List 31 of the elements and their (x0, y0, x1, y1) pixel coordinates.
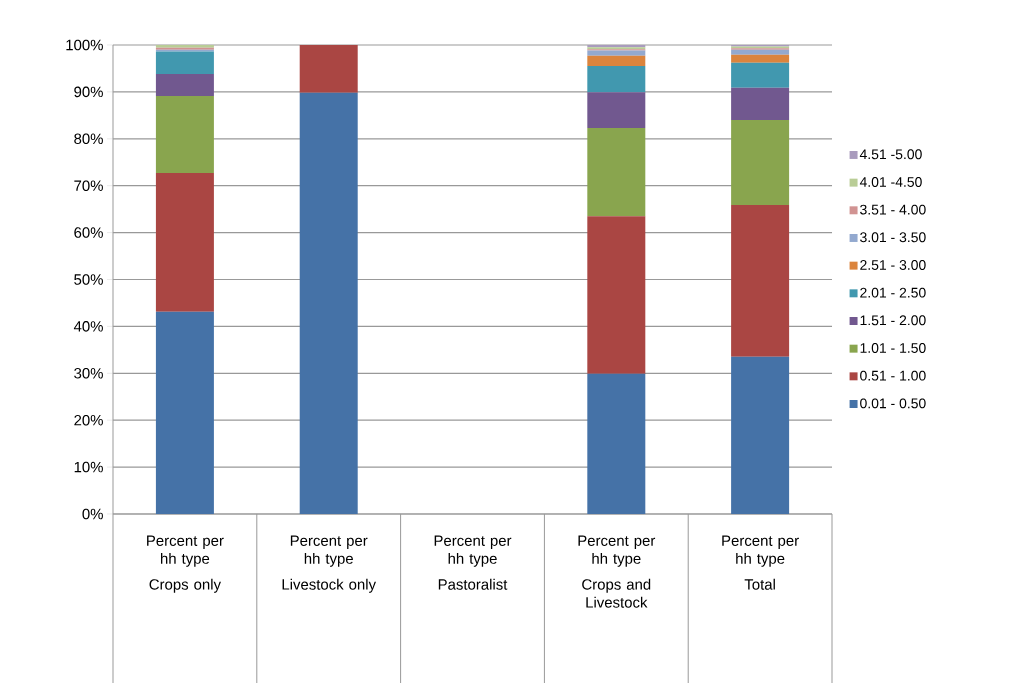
y-tick-label: 10% (74, 461, 103, 473)
legend-label: 0.01 - 0.50 (860, 398, 926, 409)
x-tick-label: Total (744, 578, 775, 590)
x-tick-label: Livestock only (282, 578, 376, 593)
legend-label: 3.51 - 4.00 (860, 204, 926, 215)
y-tick-label: 60% (74, 227, 103, 238)
legend-label: 4.51 -5.00 (859, 149, 922, 160)
legend-label: 4.01 -4.50 (859, 177, 922, 187)
text: Percent per hh type (290, 535, 368, 567)
legend-label: 3.01 - 3.50 (860, 232, 926, 243)
y-tick-label: 90% (74, 86, 103, 98)
text: Percent per hh type (722, 535, 799, 567)
legend-label: 2.51 - 3.00 (860, 260, 926, 270)
text: Percent per hh type (434, 535, 512, 567)
y-tick-label: 40% (73, 321, 103, 332)
y-tick-label: 20% (74, 414, 103, 426)
legend-label: 1.51 - 2.00 (860, 315, 926, 326)
legend-label: 2.01 - 2.50 (860, 287, 926, 298)
legend-label: 1.01 - 1.50 (860, 343, 926, 353)
legend-label: 0.51 - 1.00 (860, 370, 926, 381)
text: Percent per hh type (147, 535, 224, 567)
y-tick-label: 100% (66, 39, 103, 51)
y-tick-label: 0% (82, 508, 103, 520)
y-tick-label: 80% (74, 133, 103, 145)
y-tick-label: 50% (74, 274, 103, 285)
text: Percent per hh type (578, 535, 656, 567)
y-tick-label: 30% (74, 367, 103, 379)
y-tick-label: 70% (74, 180, 103, 191)
x-tick-label: Pastoralist (438, 578, 508, 590)
x-tick-label: Crops and Livestock (582, 578, 651, 608)
x-tick-label: Crops only (149, 578, 221, 593)
